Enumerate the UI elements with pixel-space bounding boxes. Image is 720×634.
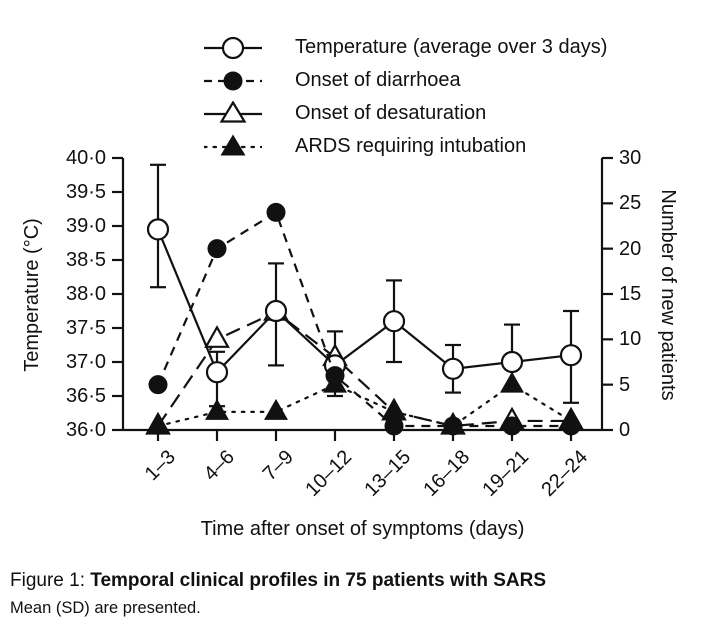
chart-legend: Temperature (average over 3 days) Onset … bbox=[204, 31, 607, 163]
x-axis-title: Time after onset of symptoms (days) bbox=[200, 518, 525, 540]
y-right-tick-label: 10 bbox=[619, 328, 642, 350]
series-ards bbox=[146, 371, 583, 434]
y-left-tick-label: 38·0 bbox=[65, 283, 106, 305]
y-right-tick-label: 25 bbox=[619, 192, 642, 214]
y-right-tick-label: 20 bbox=[619, 238, 642, 260]
legend-item-temperature: Temperature (average over 3 days) bbox=[204, 31, 607, 64]
y-left-tick-label: 39·0 bbox=[65, 215, 106, 237]
legend-item-diarrhoea: Onset of diarrhoea bbox=[204, 64, 607, 97]
axes bbox=[112, 156, 613, 441]
filled-triangle-dotted-line-icon bbox=[204, 134, 262, 155]
y-right-tick-label: 15 bbox=[619, 283, 642, 305]
open-triangle-solid-line-icon bbox=[204, 100, 262, 123]
y-left-tick-label: 37·0 bbox=[65, 351, 106, 373]
caption-note: Mean (SD) are presented. bbox=[10, 599, 201, 617]
y-left-tick-label: 39·5 bbox=[65, 181, 106, 203]
y-right-tick-label: 5 bbox=[619, 374, 631, 396]
figure-caption: Figure 1: Temporal clinical profiles in … bbox=[10, 570, 546, 592]
caption-title: Temporal clinical profiles in 75 patient… bbox=[90, 570, 547, 591]
legend-label-diarrhoea: Onset of diarrhoea bbox=[295, 69, 461, 91]
series-diarrhoea bbox=[148, 202, 581, 436]
y-right-tick-label: 30 bbox=[619, 147, 642, 169]
y-left-tick-label: 37·5 bbox=[65, 317, 106, 339]
open-circle-solid-line-icon bbox=[204, 36, 262, 59]
filled-circle-dashed-line-icon bbox=[204, 71, 262, 90]
legend-item-desaturation: Onset of desaturation bbox=[204, 97, 607, 130]
y-left-tick-label: 36·0 bbox=[65, 419, 106, 441]
legend-item-ards: ARDS requiring intubation bbox=[204, 130, 607, 163]
legend-label-ards: ARDS requiring intubation bbox=[295, 135, 527, 157]
chart-plot-area bbox=[112, 156, 613, 441]
y-left-tick-label: 38·5 bbox=[65, 249, 106, 271]
y-left-tick-label: 40·0 bbox=[65, 147, 106, 169]
y-right-tick-label: 0 bbox=[619, 419, 631, 441]
legend-label-desaturation: Onset of desaturation bbox=[295, 102, 487, 124]
caption-prefix: Figure 1: bbox=[10, 570, 91, 591]
legend-label-temperature: Temperature (average over 3 days) bbox=[295, 36, 608, 58]
y-left-tick-label: 36·5 bbox=[65, 385, 106, 407]
